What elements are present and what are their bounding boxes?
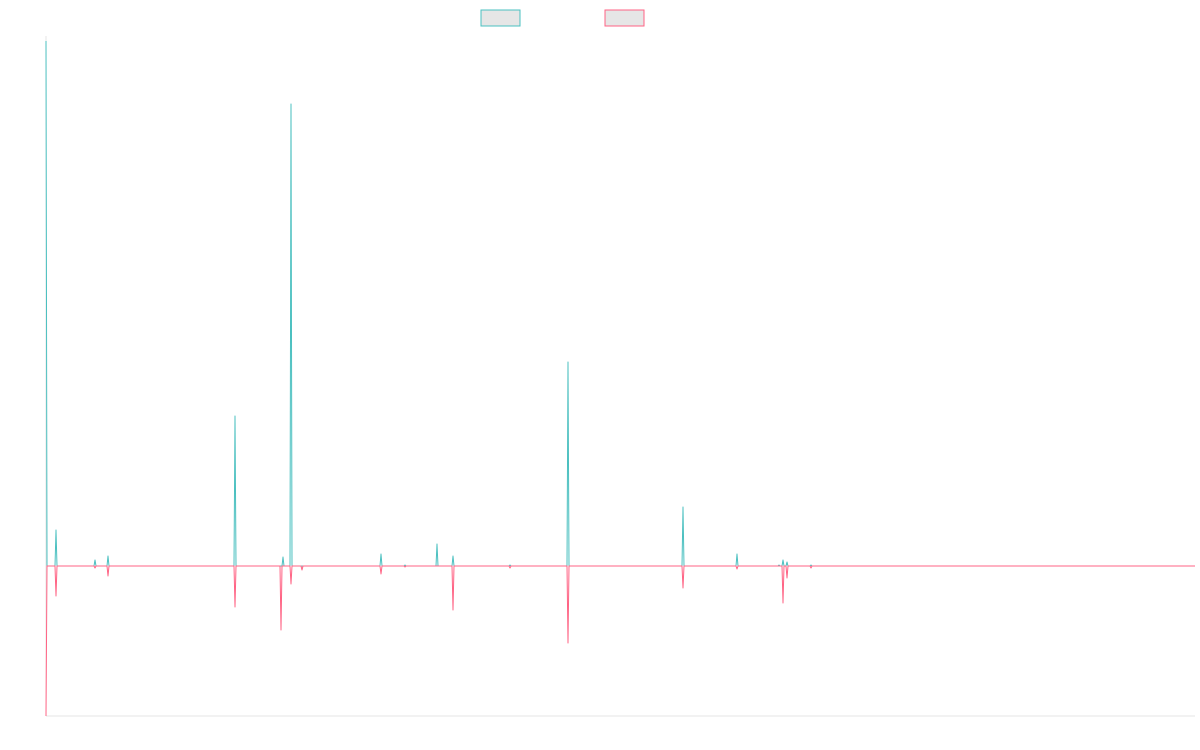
legend: [480, 9, 645, 27]
series-line-1: [45, 40, 1195, 567]
series-layer: [45, 40, 1195, 717]
series-line-2: [45, 565, 1195, 717]
axes: [45, 36, 1195, 717]
legend-swatch-1[interactable]: [480, 9, 521, 27]
legend-swatch-2[interactable]: [604, 9, 645, 27]
